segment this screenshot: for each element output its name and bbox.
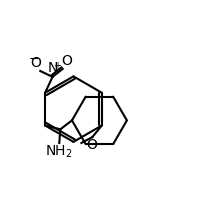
Text: N: N	[47, 61, 58, 75]
Text: −: −	[29, 53, 39, 66]
Text: +: +	[53, 61, 60, 71]
Text: O: O	[30, 56, 41, 70]
Text: O: O	[62, 54, 72, 68]
Text: O: O	[87, 138, 97, 152]
Text: NH$_2$: NH$_2$	[45, 144, 73, 160]
